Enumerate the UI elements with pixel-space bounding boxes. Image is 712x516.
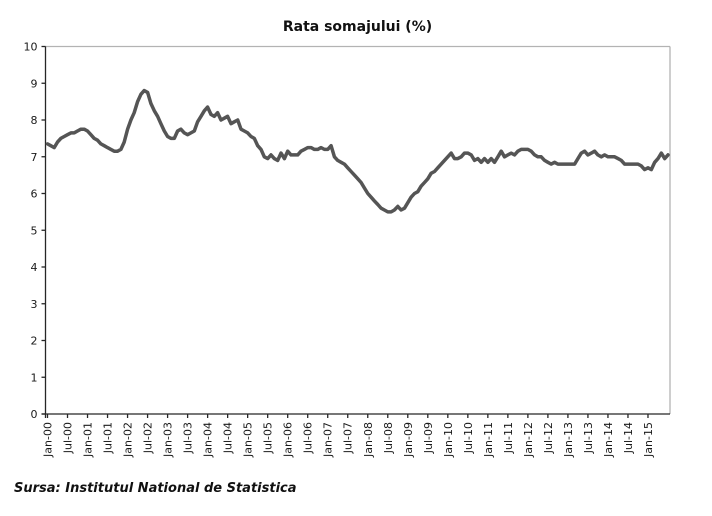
x-tick-label: Jan-14 bbox=[602, 422, 615, 458]
y-tick-label: 1 bbox=[31, 371, 38, 384]
x-tick-label: Jul-06 bbox=[302, 422, 315, 454]
x-tick-label: Jan-01 bbox=[82, 422, 95, 458]
x-tick-label: Jul-00 bbox=[62, 422, 75, 454]
y-tick-label: 6 bbox=[31, 188, 38, 201]
x-tick-label: Jul-13 bbox=[582, 422, 595, 454]
x-tick-label: Jul-04 bbox=[222, 422, 235, 454]
x-tick-label: Jan-03 bbox=[162, 422, 175, 458]
x-tick-label: Jan-07 bbox=[322, 422, 335, 458]
x-tick-label: Jul-09 bbox=[422, 422, 435, 454]
x-tick-label: Jul-08 bbox=[382, 422, 395, 454]
y-tick-label: 0 bbox=[31, 408, 38, 421]
source-caption: Sursa: Institutul National de Statistica bbox=[14, 481, 297, 496]
x-tick-label: Jan-12 bbox=[522, 422, 535, 458]
x-tick-label: Jan-11 bbox=[482, 422, 495, 458]
y-tick-label: 8 bbox=[31, 114, 38, 127]
x-tick-label: Jul-02 bbox=[142, 422, 155, 454]
y-tick-label: 10 bbox=[24, 41, 38, 54]
x-tick-label: Jan-09 bbox=[402, 422, 415, 458]
x-tick-label: Jul-12 bbox=[542, 422, 555, 454]
x-tick-label: Jul-07 bbox=[342, 422, 355, 454]
chart-title: Rata somajului (%) bbox=[282, 19, 433, 35]
x-tick-label: Jul-14 bbox=[622, 422, 635, 454]
x-tick-label: Jan-00 bbox=[42, 422, 55, 458]
y-tick-label: 7 bbox=[31, 151, 38, 164]
y-tick-label: 5 bbox=[31, 224, 38, 237]
x-tick-label: Jul-03 bbox=[182, 422, 195, 454]
y-tick-label: 3 bbox=[31, 298, 38, 311]
y-tick-label: 4 bbox=[31, 261, 38, 274]
x-tick-label: Jul-10 bbox=[462, 422, 475, 454]
x-tick-label: Jan-15 bbox=[642, 422, 655, 458]
x-tick-label: Jan-06 bbox=[282, 422, 295, 458]
x-tick-label: Jan-13 bbox=[562, 422, 575, 458]
x-tick-label: Jul-11 bbox=[502, 422, 515, 454]
unemployment-rate-line bbox=[45, 88, 670, 214]
x-tick-label: Jan-08 bbox=[362, 422, 375, 458]
x-tick-label: Jan-05 bbox=[242, 422, 255, 458]
x-tick-label: Jul-05 bbox=[262, 422, 275, 454]
x-tick-label: Jan-02 bbox=[122, 422, 135, 458]
x-tick-label: Jan-04 bbox=[202, 422, 215, 458]
y-tick-label: 2 bbox=[31, 335, 38, 348]
x-tick-label: Jan-10 bbox=[442, 422, 455, 458]
x-tick-label: Jul-01 bbox=[102, 422, 115, 454]
y-tick-label: 9 bbox=[31, 77, 38, 90]
